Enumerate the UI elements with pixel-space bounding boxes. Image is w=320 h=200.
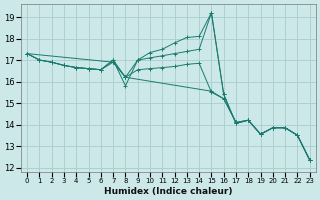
X-axis label: Humidex (Indice chaleur): Humidex (Indice chaleur): [104, 187, 233, 196]
